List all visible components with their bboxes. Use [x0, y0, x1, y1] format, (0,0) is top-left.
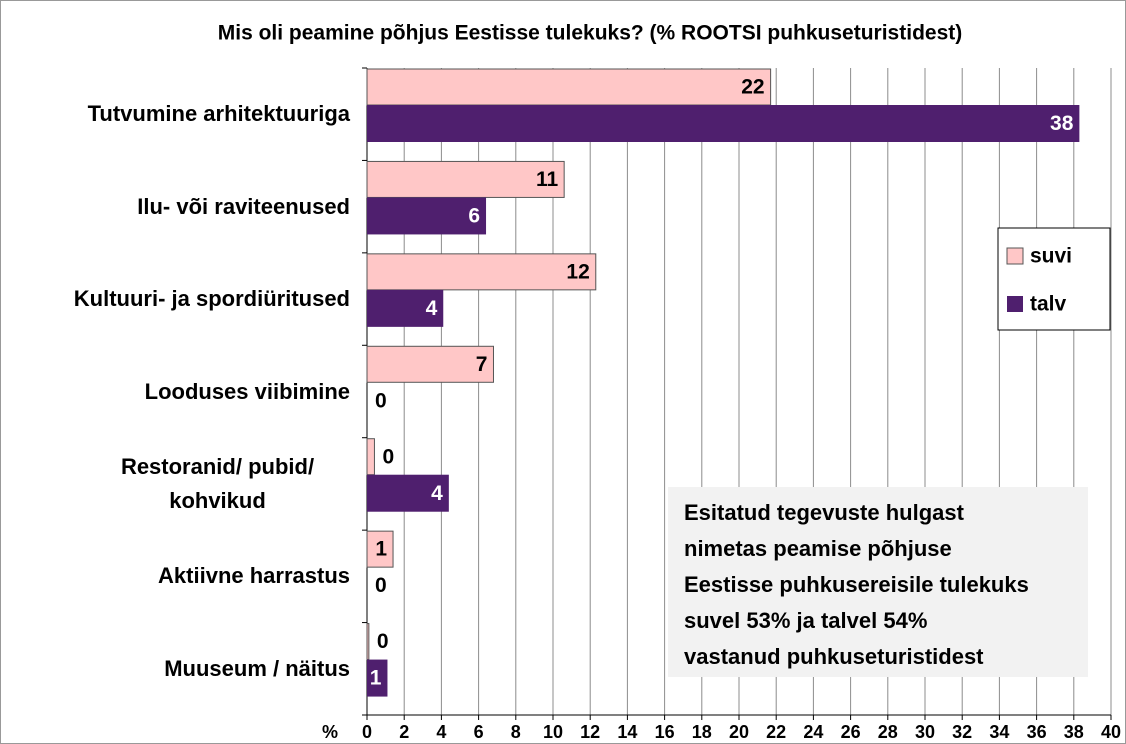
- x-tick-label: 2: [399, 722, 409, 742]
- value-label: 7: [476, 353, 488, 376]
- x-axis-label: %: [322, 722, 338, 742]
- annotation-line: suvel 53% ja talvel 54%: [684, 608, 928, 633]
- value-label: 6: [468, 204, 480, 227]
- x-tick-label: 6: [474, 722, 484, 742]
- value-label: 0: [377, 630, 389, 653]
- chart-title: Mis oli peamine põhjus Eestisse tulekuks…: [218, 22, 963, 45]
- value-label: 38: [1050, 112, 1074, 135]
- legend-box: [997, 227, 1111, 331]
- category-label: Tutvumine arhitektuuriga: [87, 101, 350, 127]
- annotation: Esitatud tegevuste hulgast nimetas peamis…: [668, 487, 1088, 677]
- x-tick-label: 20: [729, 722, 749, 742]
- bar: [366, 530, 394, 568]
- value-label: 4: [431, 482, 443, 505]
- x-tick-label: 4: [436, 722, 446, 742]
- value-label: 11: [536, 168, 559, 191]
- category-label: Ilu- või raviteenused: [137, 193, 350, 219]
- bar: [366, 623, 370, 661]
- bar: [366, 160, 565, 198]
- value-label: 0: [375, 389, 387, 412]
- x-tick-label: 10: [543, 722, 563, 742]
- category-label: Restoranid/ pubid/ kohvikud: [120, 453, 315, 513]
- x-tick-label: 14: [617, 722, 637, 742]
- bar: [366, 345, 494, 383]
- x-tick-label: 0: [362, 722, 372, 742]
- x-tick-label: 36: [1027, 722, 1047, 742]
- x-tick-label: 22: [766, 722, 786, 742]
- x-tick-label: 30: [915, 722, 935, 742]
- x-tick-label: 24: [803, 722, 823, 742]
- value-label: 0: [382, 445, 394, 468]
- bar: [366, 438, 375, 476]
- value-label: 22: [741, 76, 764, 99]
- bar: [367, 474, 449, 512]
- value-label: 1: [370, 667, 382, 690]
- category-label: Looduses viibimine: [144, 378, 350, 404]
- legend-label: suvi: [1030, 245, 1072, 268]
- category-label: Aktiivne harrastus: [158, 563, 350, 589]
- legend-swatch: [1006, 247, 1024, 265]
- x-tick-label: 26: [841, 722, 861, 742]
- x-tick-label: 12: [580, 722, 600, 742]
- legend-swatch: [1007, 296, 1023, 312]
- x-tick-label: 38: [1064, 722, 1084, 742]
- x-tick-label: 40: [1101, 722, 1121, 742]
- annotation-line: Esitatud tegevuste hulgast: [684, 500, 964, 525]
- x-tick-label: 18: [692, 722, 712, 742]
- annotation-line: Eestisse puhkusereisile tulekuks: [684, 572, 1029, 597]
- category-label: Muuseum / näitus: [164, 655, 350, 681]
- x-tick-label: 32: [952, 722, 972, 742]
- bar: [367, 197, 487, 235]
- bar: [367, 289, 444, 327]
- x-tick-label: 16: [655, 722, 675, 742]
- value-label: 1: [375, 538, 387, 561]
- bar: [366, 68, 772, 106]
- value-label: 0: [375, 574, 387, 597]
- annotation-line: vastanud puhkuseturistidest: [684, 644, 984, 669]
- x-tick-label: 34: [989, 722, 1009, 742]
- category-label: Kultuuri- ja spordiüritused: [73, 286, 350, 312]
- annotation-line: nimetas peamise põhjuse: [684, 536, 952, 561]
- value-label: 4: [426, 297, 438, 320]
- legend-label: talv: [1030, 293, 1067, 316]
- bar: [366, 253, 597, 291]
- bar: [367, 105, 1080, 142]
- x-tick-label: 28: [878, 722, 898, 742]
- x-tick-label: 8: [511, 722, 521, 742]
- value-label: 12: [566, 260, 589, 283]
- bar: [367, 659, 388, 697]
